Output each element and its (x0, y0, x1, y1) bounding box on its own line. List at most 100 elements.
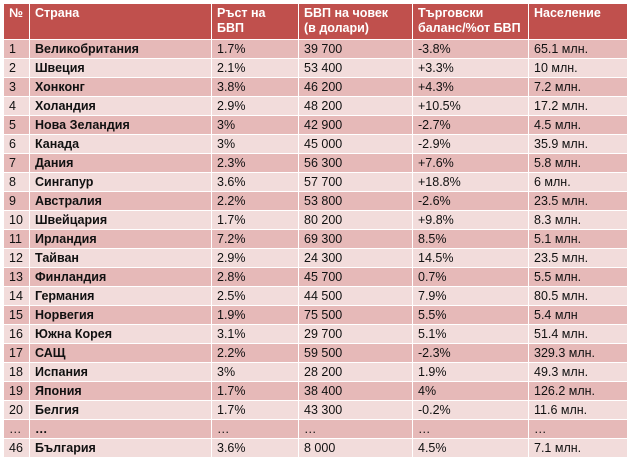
cell-gdp-per-capita: 53 400 (298, 58, 413, 78)
cell-population: 11.6 млн. (528, 400, 628, 420)
table-row: 9 Австралия 2.2% 53 800 -2.6% 23.5 млн. (3, 191, 628, 211)
cell-gdp-per-capita: … (298, 419, 413, 439)
header-trade-balance-line1: Търговски (418, 6, 484, 20)
cell-country: Германия (29, 286, 212, 306)
cell-country: България (29, 438, 212, 458)
cell-gdp-per-capita: 39 700 (298, 39, 413, 59)
cell-gdp-per-capita: 24 300 (298, 248, 413, 268)
cell-gdp-growth: 3.6% (211, 172, 299, 192)
cell-country: Испания (29, 362, 212, 382)
cell-rank: 7 (3, 153, 30, 173)
header-rank: № (3, 3, 30, 40)
cell-country: Холандия (29, 96, 212, 116)
table-row: 19 Япония 1.7% 38 400 4% 126.2 млн. (3, 381, 628, 401)
cell-country: Нова Зеландия (29, 115, 212, 135)
cell-rank: 13 (3, 267, 30, 287)
table-row: 8 Сингапур 3.6% 57 700 +18.8% 6 млн. (3, 172, 628, 192)
header-gdp-per-capita-line1: БВП на човек (304, 6, 389, 20)
cell-gdp-per-capita: 45 000 (298, 134, 413, 154)
cell-country: Япония (29, 381, 212, 401)
cell-population: 4.5 млн. (528, 115, 628, 135)
cell-population: 7.1 млн. (528, 438, 628, 458)
table-header-row: № Страна Ръст на БВП БВП на човек (в дол… (3, 3, 628, 40)
cell-rank: 10 (3, 210, 30, 230)
cell-population: 80.5 млн. (528, 286, 628, 306)
cell-gdp-growth: … (211, 419, 299, 439)
cell-gdp-growth: 2.2% (211, 191, 299, 211)
cell-population: 51.4 млн. (528, 324, 628, 344)
cell-rank: 6 (3, 134, 30, 154)
cell-trade-balance: 8.5% (412, 229, 529, 249)
table-row: 5 Нова Зеландия 3% 42 900 -2.7% 4.5 млн. (3, 115, 628, 135)
cell-gdp-per-capita: 69 300 (298, 229, 413, 249)
cell-gdp-growth: 3.8% (211, 77, 299, 97)
cell-rank: 5 (3, 115, 30, 135)
cell-gdp-per-capita: 48 200 (298, 96, 413, 116)
cell-country: Швеция (29, 58, 212, 78)
cell-gdp-growth: 2.1% (211, 58, 299, 78)
cell-population: 126.2 млн. (528, 381, 628, 401)
table-row: ……………… (3, 419, 628, 439)
cell-trade-balance: -2.9% (412, 134, 529, 154)
cell-gdp-growth: 2.5% (211, 286, 299, 306)
cell-trade-balance: -0.2% (412, 400, 529, 420)
header-country: Страна (29, 3, 212, 40)
table-row: 20 Белгия 1.7% 43 300 -0.2% 11.6 млн. (3, 400, 628, 420)
cell-gdp-per-capita: 59 500 (298, 343, 413, 363)
cell-trade-balance: 4.5% (412, 438, 529, 458)
table-row: 46 България 3.6% 8 000 4.5% 7.1 млн. (3, 438, 628, 458)
cell-gdp-growth: 3.6% (211, 438, 299, 458)
cell-gdp-growth: 7.2% (211, 229, 299, 249)
cell-country: Дания (29, 153, 212, 173)
cell-country: Тайван (29, 248, 212, 268)
cell-trade-balance: 4% (412, 381, 529, 401)
cell-population: 17.2 млн. (528, 96, 628, 116)
cell-rank: 4 (3, 96, 30, 116)
cell-population: 10 млн. (528, 58, 628, 78)
cell-country: Ирландия (29, 229, 212, 249)
cell-country: Белгия (29, 400, 212, 420)
cell-population: 5.1 млн. (528, 229, 628, 249)
cell-trade-balance: 1.9% (412, 362, 529, 382)
cell-trade-balance: 14.5% (412, 248, 529, 268)
cell-country: … (29, 419, 212, 439)
cell-country: Швейцария (29, 210, 212, 230)
cell-gdp-growth: 3% (211, 362, 299, 382)
cell-gdp-per-capita: 80 200 (298, 210, 413, 230)
cell-population: 35.9 млн. (528, 134, 628, 154)
cell-trade-balance: +7.6% (412, 153, 529, 173)
cell-rank: 16 (3, 324, 30, 344)
cell-rank: 1 (3, 39, 30, 59)
table-row: 18 Испания 3% 28 200 1.9% 49.3 млн. (3, 362, 628, 382)
table-row: 12 Тайван 2.9% 24 300 14.5% 23.5 млн. (3, 248, 628, 268)
cell-rank: 20 (3, 400, 30, 420)
cell-trade-balance: -3.8% (412, 39, 529, 59)
cell-gdp-growth: 2.3% (211, 153, 299, 173)
cell-gdp-per-capita: 45 700 (298, 267, 413, 287)
header-trade-balance: Търговски баланс/%от БВП (412, 3, 529, 40)
cell-trade-balance: -2.7% (412, 115, 529, 135)
cell-rank: … (3, 419, 30, 439)
cell-population: 5.8 млн. (528, 153, 628, 173)
table-row: 13 Финландия 2.8% 45 700 0.7% 5.5 млн. (3, 267, 628, 287)
header-population: Население (528, 3, 628, 40)
cell-gdp-growth: 1.7% (211, 210, 299, 230)
cell-rank: 46 (3, 438, 30, 458)
table-row: 1 Великобритания 1.7% 39 700 -3.8% 65.1 млн. (3, 39, 628, 59)
table-row: 4 Холандия 2.9% 48 200 +10.5% 17.2 млн. (3, 96, 628, 116)
cell-trade-balance: 7.9% (412, 286, 529, 306)
cell-gdp-per-capita: 29 700 (298, 324, 413, 344)
cell-gdp-growth: 3.1% (211, 324, 299, 344)
table-row: 14 Германия 2.5% 44 500 7.9% 80.5 млн. (3, 286, 628, 306)
header-trade-balance-line2: баланс/%от БВП (418, 21, 521, 35)
cell-trade-balance: +4.3% (412, 77, 529, 97)
cell-country: Австралия (29, 191, 212, 211)
cell-gdp-per-capita: 43 300 (298, 400, 413, 420)
cell-rank: 12 (3, 248, 30, 268)
cell-population: 49.3 млн. (528, 362, 628, 382)
cell-rank: 17 (3, 343, 30, 363)
cell-gdp-growth: 3% (211, 115, 299, 135)
cell-rank: 18 (3, 362, 30, 382)
table-row: 6 Канада 3% 45 000 -2.9% 35.9 млн. (3, 134, 628, 154)
cell-gdp-per-capita: 42 900 (298, 115, 413, 135)
